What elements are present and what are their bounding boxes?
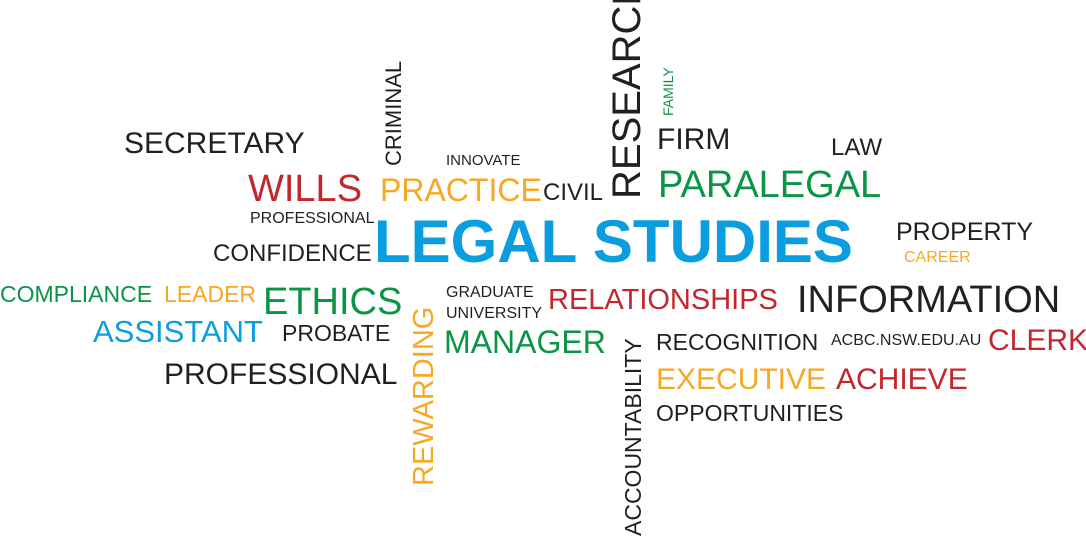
- word-recognition: RECOGNITION: [656, 329, 819, 355]
- word-graduate: GRADUATE: [446, 284, 534, 301]
- word-professional-large: PROFESSIONAL: [164, 358, 398, 391]
- word-accountability: ACCOUNTABILITY: [620, 338, 646, 536]
- word-clerk: CLERK: [988, 324, 1086, 357]
- word-family: FAMILY: [660, 67, 676, 116]
- word-university: UNIVERSITY: [446, 305, 543, 322]
- word-wills: WILLS: [248, 168, 363, 210]
- word-firm: FIRM: [657, 123, 731, 156]
- word-innovate: INNOVATE: [446, 152, 521, 169]
- word-research: RESEARCH: [605, 0, 649, 199]
- word-executive: EXECUTIVE: [656, 363, 827, 396]
- word-civil: CIVIL: [543, 179, 604, 206]
- word-secretary: SECRETARY: [124, 127, 305, 160]
- word-manager: MANAGER: [444, 324, 606, 360]
- word-compliance: COMPLIANCE: [0, 281, 153, 307]
- word-assistant: ASSISTANT: [93, 314, 263, 349]
- word-legal-studies: LEGAL STUDIES: [374, 208, 853, 275]
- word-achieve: ACHIEVE: [836, 363, 968, 396]
- word-career: CAREER: [904, 249, 971, 266]
- word-property: PROPERTY: [896, 218, 1034, 246]
- word-probate: PROBATE: [282, 320, 391, 346]
- word-confidence: CONFIDENCE: [213, 240, 372, 267]
- word-relationships: RELATIONSHIPS: [548, 284, 778, 316]
- word-practice: PRACTICE: [380, 172, 542, 208]
- word-criminal: CRIMINAL: [381, 60, 406, 166]
- word-opportunities: OPPORTUNITIES: [656, 400, 844, 426]
- word-information: INFORMATION: [797, 279, 1061, 321]
- word-professional-small: PROFESSIONAL: [250, 210, 375, 227]
- word-ethics: ETHICS: [263, 281, 403, 323]
- word-website: ACBC.NSW.EDU.AU: [831, 332, 982, 349]
- word-rewarding: REWARDING: [408, 306, 440, 486]
- word-leader: LEADER: [164, 281, 257, 307]
- word-paralegal: PARALEGAL: [658, 164, 882, 206]
- word-law: LAW: [831, 134, 883, 161]
